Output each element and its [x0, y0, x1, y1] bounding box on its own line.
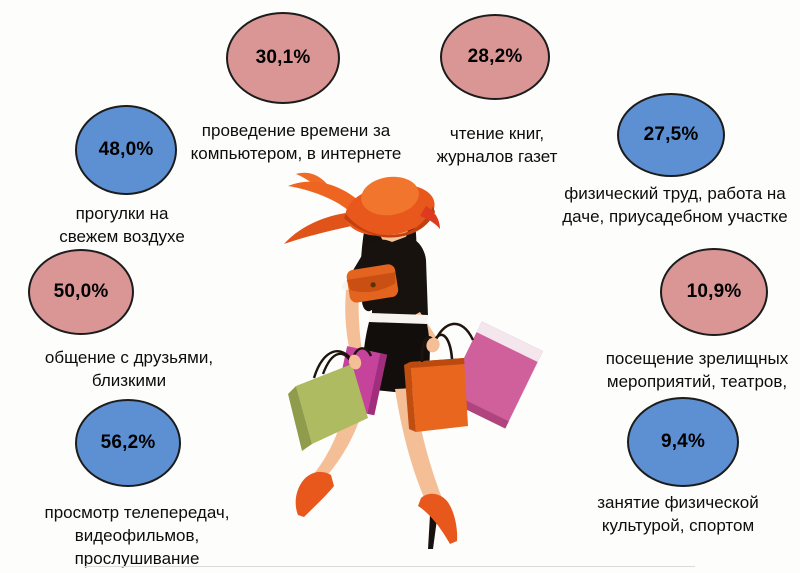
- stat-bubble-value: 10,9%: [660, 248, 768, 336]
- baseline-rule: [85, 566, 695, 567]
- stat-bubble-value: 9,4%: [627, 397, 739, 487]
- orange-bag: [404, 333, 468, 432]
- left-hand: [348, 354, 362, 370]
- stat-bubble-value: 50,0%: [28, 249, 134, 335]
- scarf: [284, 172, 359, 244]
- shoes: [295, 471, 458, 549]
- hat: [344, 176, 440, 238]
- stat-label: общение с друзьями, близкими: [44, 348, 214, 390]
- left-arm: [345, 290, 363, 360]
- shopping-woman-illustration: [284, 172, 543, 549]
- stat-label: занятие физической культурой, спортом: [597, 493, 759, 535]
- right-hand: [426, 337, 440, 353]
- stat-label: посещение зрелищных мероприятий, театров…: [605, 349, 789, 391]
- stat-label: проведение времени за компьютером, в инт…: [190, 121, 402, 163]
- stat-bubble-value: 28,2%: [440, 14, 550, 100]
- stat-label: чтение книг, журналов газет: [436, 124, 558, 166]
- handbag: [346, 264, 399, 303]
- stat-label: физический труд, работа на даче, приусад…: [562, 184, 788, 226]
- stat-bubble-value: 30,1%: [226, 12, 340, 104]
- stat-bubble-value: 56,2%: [75, 399, 181, 487]
- stat-bubble-value: 27,5%: [617, 93, 725, 177]
- stat-bubble-value: 48,0%: [75, 105, 177, 195]
- waistband: [369, 313, 428, 325]
- stat-label: просмотр телепередач, видеофильмов, прос…: [44, 503, 230, 573]
- stat-label: прогулки на свежем воздухе: [59, 204, 185, 246]
